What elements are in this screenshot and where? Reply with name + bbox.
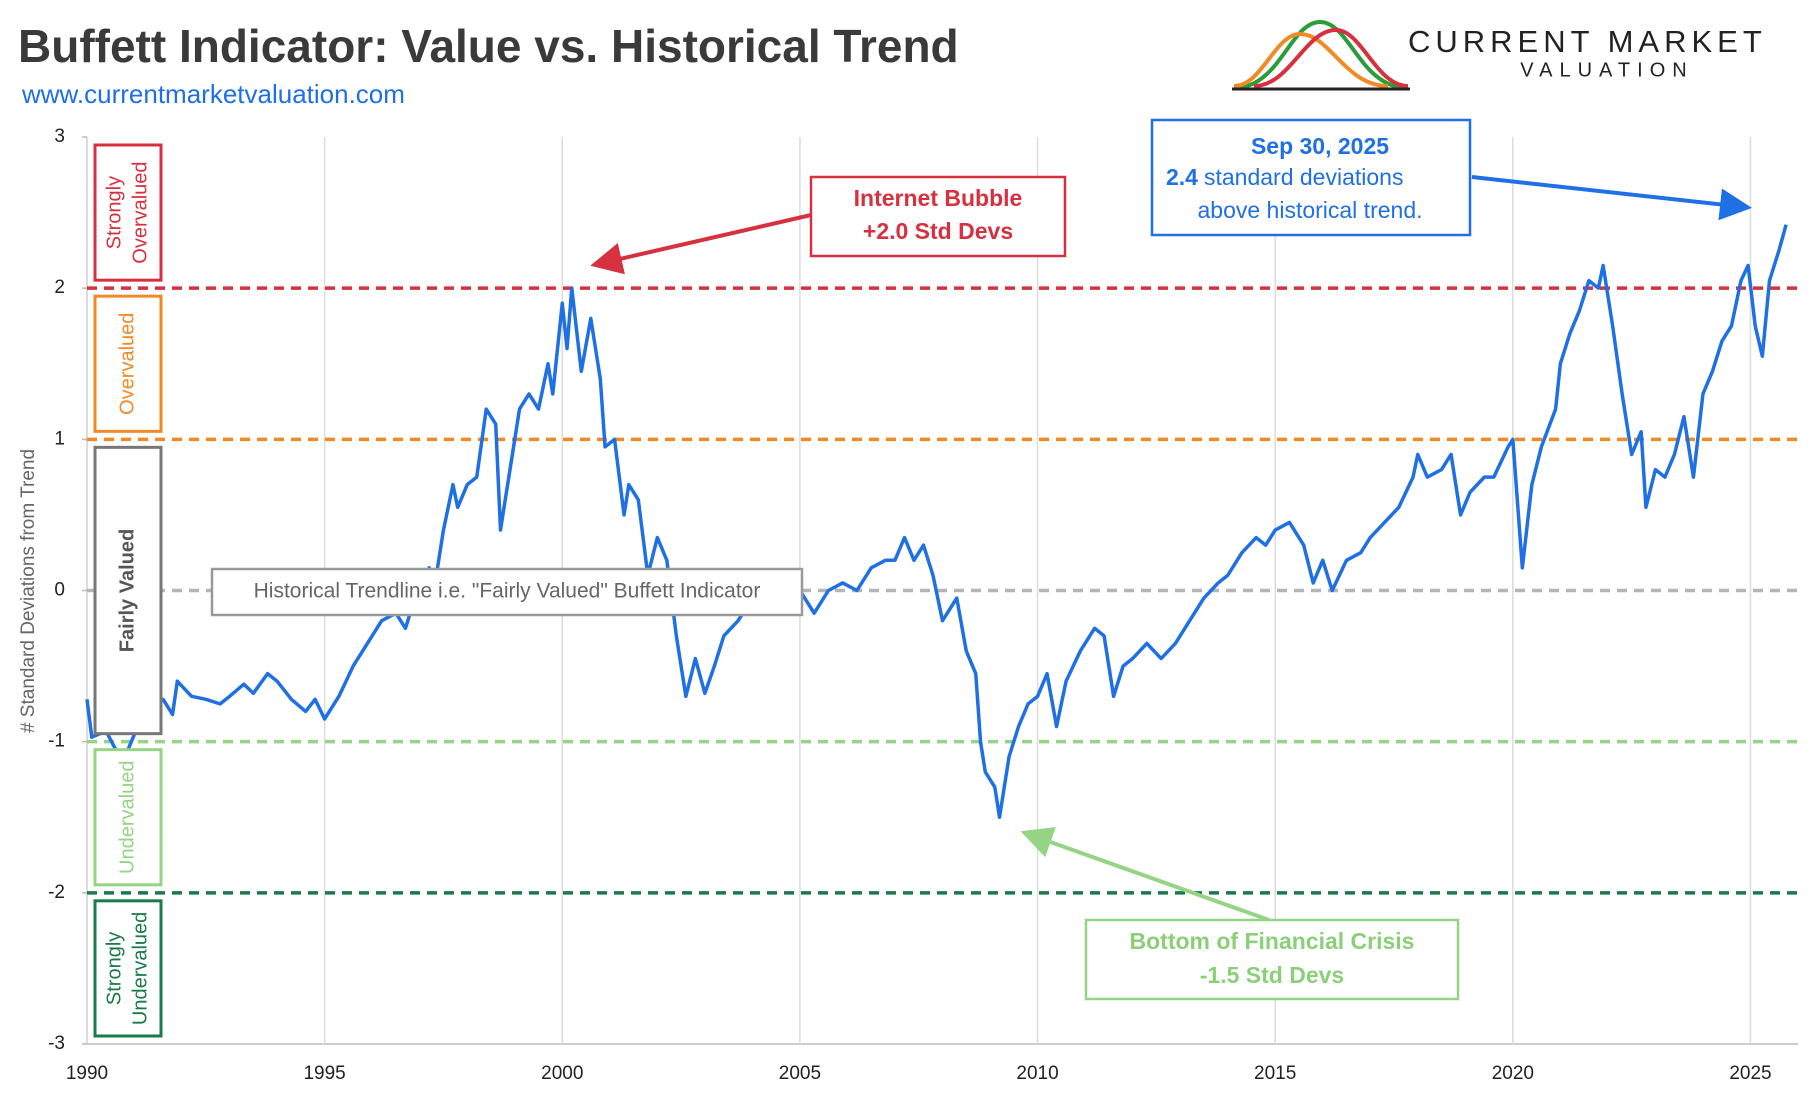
y-tick-label: -3 <box>48 1033 65 1054</box>
x-tick-label: 1990 <box>66 1063 108 1084</box>
plot <box>85 224 1788 819</box>
annotation-latest: Sep 30, 2025 2.4 standard deviations abov… <box>1150 118 1752 237</box>
zone-label: Undervalued <box>116 761 138 874</box>
reference-lines <box>87 286 1798 895</box>
annotation-text: Bottom of Financial Crisis <box>1130 928 1415 954</box>
x-tick-label: 2010 <box>1016 1063 1058 1084</box>
zone-label: Strongly <box>103 176 125 249</box>
zone-label: Undervalued <box>129 912 151 1025</box>
logo-curve <box>1233 19 1409 90</box>
logo-text: CURRENT MARKET <box>1408 24 1767 59</box>
logo-curve <box>1233 31 1389 88</box>
annotation-box <box>1150 118 1472 237</box>
x-tick-label: 2020 <box>1492 1063 1534 1084</box>
x-tick-label: 2005 <box>779 1063 821 1084</box>
x-tick-label: 2000 <box>541 1063 583 1084</box>
annotation-trendline: Historical Trendline i.e. "Fairly Valued… <box>210 567 804 617</box>
annotation-text: standard deviations <box>1204 164 1403 190</box>
annotation-arrow <box>1020 826 1270 922</box>
zone-label: Strongly <box>103 932 125 1005</box>
chart-title: Buffett Indicator: Value vs. Historical … <box>18 20 959 72</box>
zone-label: Overvalued <box>116 313 138 415</box>
logo-text: VALUATION <box>1520 59 1693 81</box>
annotation-text: Historical Trendline i.e. "Fairly Valued… <box>254 580 761 603</box>
zone-box <box>93 899 163 1038</box>
zone-box <box>93 748 163 887</box>
subtitle: www.currentmarketvaluation.com <box>21 79 405 109</box>
x-tick-label: 2015 <box>1254 1063 1296 1084</box>
y-axis-label: # Standard Deviations from Trend <box>18 449 39 733</box>
annotation-value: 2.4 <box>1166 164 1198 190</box>
zone-box <box>93 143 163 282</box>
logo: CURRENT MARKET VALUATION <box>1232 19 1767 91</box>
zone-label: Fairly Valued <box>116 529 138 652</box>
annotation-financial-crisis: Bottom of Financial Crisis -1.5 Std Devs <box>1020 826 1460 1001</box>
annotation-text: 2.4 standard deviations <box>1166 164 1403 190</box>
y-tick-label: 2 <box>54 277 65 298</box>
data-line <box>85 224 1788 819</box>
annotation-box <box>210 567 804 617</box>
annotation-text: +2.0 Std Devs <box>863 218 1013 244</box>
annotation-arrow <box>1471 175 1752 221</box>
y-tick-label: 0 <box>54 580 65 601</box>
annotation-box <box>1084 918 1460 1001</box>
logo-curve <box>1253 27 1409 88</box>
zone-box <box>93 445 163 736</box>
annotation-text: Sep 30, 2025 <box>1251 133 1389 159</box>
annotation-text: -1.5 Std Devs <box>1200 962 1344 988</box>
y-tick-label: -1 <box>48 731 65 752</box>
annotation-box <box>809 175 1067 258</box>
annotation-text: above historical trend. <box>1197 197 1422 223</box>
x-tick-label: 1995 <box>303 1063 345 1084</box>
annotation-text: Internet Bubble <box>854 185 1023 211</box>
annotation-arrow <box>590 213 812 275</box>
y-tick-label: 3 <box>54 126 65 147</box>
x-tick-label: 2025 <box>1729 1063 1771 1084</box>
zone-label: Overvalued <box>129 161 151 263</box>
y-tick-label: -2 <box>48 882 65 903</box>
annotation-internet-bubble: Internet Bubble +2.0 Std Devs <box>590 175 1067 275</box>
zone-box <box>93 294 163 433</box>
y-tick-label: 1 <box>54 428 65 449</box>
